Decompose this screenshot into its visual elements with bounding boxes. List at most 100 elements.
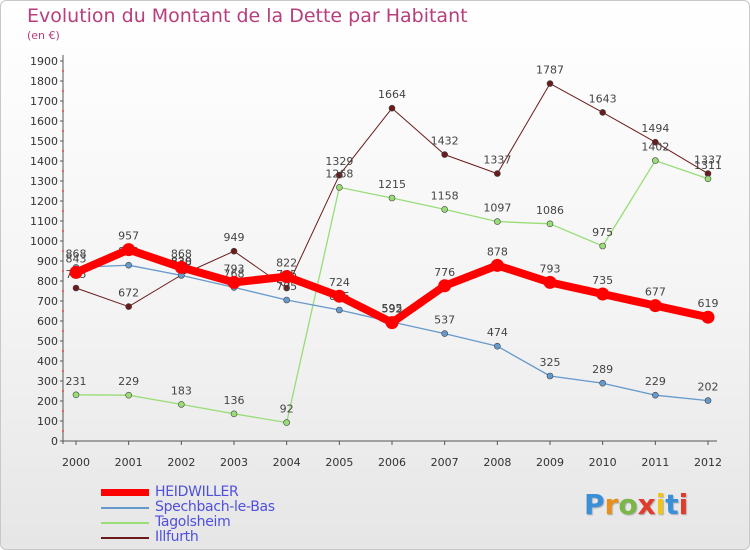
data-label-heidwiller: 592: [382, 303, 403, 316]
x-tick-label: 2011: [641, 456, 669, 469]
x-tick-label: 2004: [273, 456, 301, 469]
data-point-illfurth: [599, 109, 606, 116]
data-label-heidwiller: 822: [276, 257, 297, 270]
y-minor-tick: [62, 370, 64, 372]
data-point-tagolsheim: [388, 194, 396, 202]
x-tick-label: 2010: [589, 456, 617, 469]
data-label-tagolsheim: 1086: [536, 204, 564, 217]
x-tick-label: 2001: [115, 456, 143, 469]
data-point-tagolsheim: [704, 175, 712, 183]
series-line-spechbach-le-bas: [75, 264, 709, 402]
y-minor-tick: [62, 130, 64, 132]
x-tick-label: 2003: [220, 456, 248, 469]
logo-letter: i: [655, 488, 666, 521]
data-point-heidwiller: [648, 299, 662, 313]
logo-letter: i: [678, 488, 689, 521]
y-minor-tick: [62, 290, 64, 292]
y-tick-label: 300: [37, 375, 58, 388]
data-label-tagolsheim: 975: [592, 226, 613, 239]
legend-label-tagolsheim: Tagolsheim: [155, 514, 231, 530]
data-label-heidwiller: 735: [592, 274, 613, 287]
data-label-illfurth: 1643: [589, 92, 617, 105]
data-point-spechbach-le-bas: [125, 261, 132, 269]
data-label-illfurth: 672: [118, 287, 139, 300]
data-point-illfurth: [441, 151, 448, 158]
logo-letter: t: [665, 488, 679, 521]
data-label-illfurth: 1787: [536, 64, 564, 77]
x-tick-label: 2000: [62, 456, 90, 469]
data-point-tagolsheim: [494, 218, 501, 225]
data-point-tagolsheim: [441, 206, 448, 213]
data-point-heidwiller: [280, 270, 294, 284]
y-tick-label: 1900: [30, 55, 58, 68]
data-point-spechbach-le-bas: [546, 372, 554, 380]
data-label-illfurth: 1337: [694, 154, 722, 167]
y-tick-label: 1300: [30, 175, 58, 188]
x-tick-label: 2002: [167, 456, 195, 469]
y-tick-label: 1800: [30, 75, 58, 88]
data-label-illfurth: 1337: [483, 154, 511, 167]
data-point-illfurth: [230, 247, 238, 255]
data-label-spechbach-le-bas: 868: [66, 247, 87, 260]
data-label-tagolsheim: 1097: [483, 202, 511, 215]
y-tick-label: 900: [37, 255, 58, 268]
data-point-heidwiller: [227, 275, 241, 289]
data-point-spechbach-le-bas: [704, 397, 712, 404]
y-minor-tick: [62, 90, 64, 92]
y-minor-tick: [62, 390, 64, 392]
data-label-tagolsheim: 229: [118, 375, 139, 388]
data-label-heidwiller: 619: [698, 297, 719, 310]
data-point-tagolsheim: [178, 401, 185, 408]
y-tick-label: 600: [37, 315, 58, 328]
y-tick-label: 400: [37, 355, 58, 368]
legend-label-heidwiller: HEIDWILLER: [155, 484, 239, 500]
data-point-spechbach-le-bas: [494, 342, 501, 350]
data-point-heidwiller: [701, 310, 715, 324]
data-point-tagolsheim: [230, 410, 238, 418]
data-point-heidwiller: [174, 260, 188, 274]
data-label-spechbach-le-bas: 289: [592, 363, 613, 376]
y-tick-label: 700: [37, 295, 58, 308]
y-tick-label: 1400: [30, 155, 58, 168]
y-minor-tick: [62, 430, 64, 432]
data-label-spechbach-le-bas: 325: [540, 356, 561, 369]
y-tick-label: 1000: [30, 235, 58, 248]
y-tick-label: 1500: [30, 135, 58, 148]
legend-label-illfurth: Illfurth: [155, 529, 199, 545]
data-label-spechbach-le-bas: 537: [434, 314, 455, 327]
data-point-illfurth: [652, 138, 659, 146]
legend: HEIDWILLER Spechbach-le-Bas Tagolsheim I…: [101, 484, 361, 545]
data-point-tagolsheim: [652, 157, 659, 164]
data-point-illfurth: [494, 170, 501, 177]
y-minor-tick: [62, 150, 64, 152]
y-tick-label: 1600: [30, 115, 58, 128]
legend-item-spechbach: Spechbach-le-Bas: [101, 499, 361, 515]
data-point-heidwiller: [438, 279, 452, 293]
data-point-tagolsheim: [599, 242, 606, 250]
y-tick-label: 1700: [30, 95, 58, 108]
y-minor-tick: [62, 350, 64, 352]
data-label-heidwiller: 724: [329, 276, 350, 289]
logo-letter: r: [604, 488, 619, 521]
data-label-illfurth: 949: [224, 231, 245, 244]
x-tick-label: 2012: [694, 456, 722, 469]
legend-swatch-tagolsheim: [101, 522, 149, 524]
data-label-tagolsheim: 231: [66, 375, 87, 388]
data-point-illfurth: [546, 80, 554, 87]
data-point-illfurth: [388, 104, 396, 112]
data-point-spechbach-le-bas: [599, 379, 606, 387]
data-label-tagolsheim: 1311: [694, 159, 722, 172]
data-point-heidwiller: [332, 289, 346, 303]
x-tick-label: 2009: [536, 456, 564, 469]
logo-letter: P: [584, 488, 605, 521]
data-point-tagolsheim: [283, 419, 290, 426]
data-label-illfurth: 1494: [641, 122, 669, 135]
y-minor-tick: [62, 170, 64, 172]
data-point-heidwiller: [385, 316, 399, 330]
data-label-heidwiller: 677: [645, 286, 666, 299]
y-tick-label: 800: [37, 275, 58, 288]
y-tick-label: 1100: [30, 215, 58, 228]
x-tick-label: 2005: [325, 456, 353, 469]
data-label-spechbach-le-bas: 595: [382, 302, 403, 315]
